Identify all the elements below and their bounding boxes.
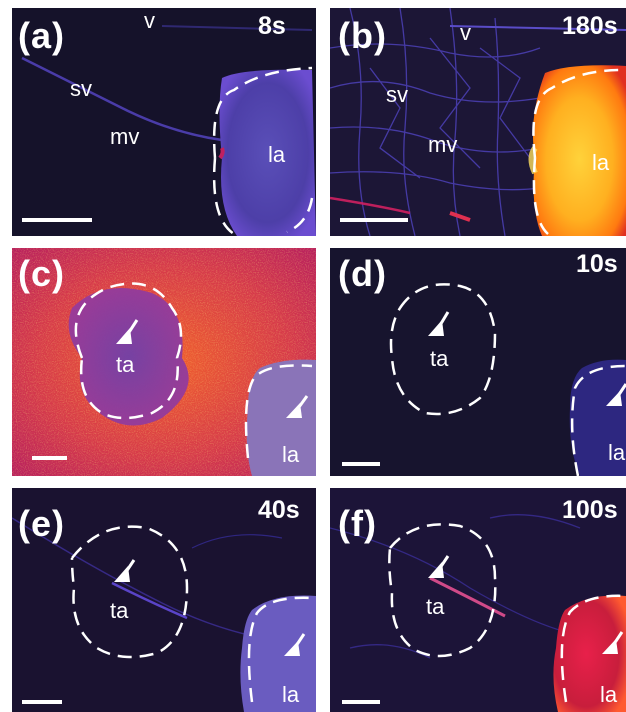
panel-d-ta-label: ta — [430, 346, 449, 371]
panel-d-label: (d) — [338, 253, 387, 294]
panel-f-ta-label: ta — [426, 594, 445, 619]
panel-c-label: (c) — [18, 253, 65, 294]
panel-a-label: (a) — [18, 15, 65, 56]
panel-b-time: 180s — [562, 12, 618, 40]
panel-c: (c) ta la — [12, 248, 316, 476]
panel-e-la-label: la — [282, 682, 300, 707]
panel-a-la-label: la — [268, 142, 286, 167]
panel-f-la-label: la — [600, 682, 618, 707]
panel-b-label: (b) — [338, 15, 387, 56]
panel-a-mv-label: mv — [110, 124, 140, 149]
panel-c-image — [12, 248, 316, 476]
panel-b-mv-label: mv — [428, 132, 458, 157]
panel-a-sv-label: sv — [70, 76, 92, 101]
panel-b-v-label: v — [460, 20, 471, 45]
panel-b: (b) 180s v sv mv la — [330, 8, 626, 236]
panel-a-scale-bar — [22, 218, 92, 222]
panel-b-sv-label: sv — [386, 82, 408, 107]
panel-d: (d) 10s ta la — [330, 248, 626, 476]
panel-f-time: 100s — [562, 496, 618, 524]
panel-d-la-label: la — [608, 440, 626, 465]
panel-b-scale-bar — [340, 218, 408, 222]
panel-e-label: (e) — [18, 503, 65, 544]
panel-f-image — [330, 488, 626, 712]
panel-d-time: 10s — [576, 250, 618, 278]
panel-b-image — [330, 8, 626, 236]
panel-f: (f) 100s ta la — [330, 488, 626, 712]
panel-a-image — [12, 8, 316, 236]
panel-a: (a) 8s v sv mv la — [12, 8, 316, 236]
panel-e-time: 40s — [258, 496, 300, 524]
panel-f-label: (f) — [338, 503, 377, 544]
panel-e: (e) 40s ta la — [12, 488, 316, 712]
panel-a-time: 8s — [258, 12, 286, 40]
panel-e-image — [12, 488, 316, 712]
panel-e-ta-label: ta — [110, 598, 129, 623]
panel-b-la-label: la — [592, 150, 610, 175]
panel-c-la-label: la — [282, 442, 300, 467]
panel-c-ta-label: ta — [116, 352, 135, 377]
panel-a-v-label: v — [144, 8, 155, 33]
panel-d-image — [330, 248, 626, 476]
